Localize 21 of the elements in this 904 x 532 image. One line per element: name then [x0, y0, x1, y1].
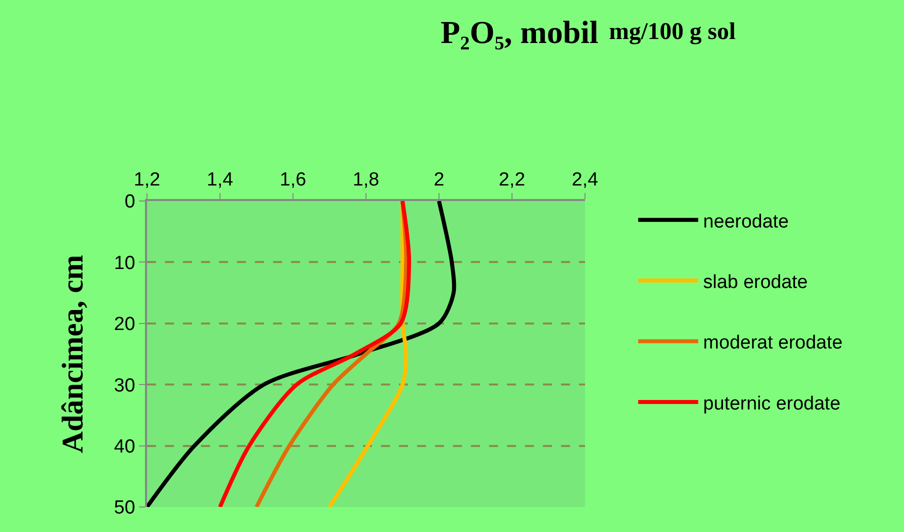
y-axis-title: Adâncimea, cm [56, 254, 90, 454]
y-tick-label: 10 [114, 252, 136, 274]
y-tick-label: 20 [114, 314, 136, 336]
y-tick-label: 0 [124, 192, 136, 213]
x-tick-label: 1,8 [352, 169, 380, 190]
text: mg/100 g sol [609, 19, 736, 45]
legend-label: puternic erodate [703, 393, 841, 414]
legend-label: neerodate [703, 211, 789, 232]
x-tick-label: 1,4 [206, 169, 234, 190]
y-tick-label: 50 [114, 498, 136, 519]
y-tick-label: 30 [114, 375, 136, 396]
x-tick-label: 1,2 [134, 169, 160, 190]
x-tick-label: 1,6 [280, 169, 306, 190]
legend-label: moderat erodate [703, 332, 843, 354]
x-tick-label: 2 [434, 169, 444, 190]
y-tick-label: 40 [114, 436, 136, 458]
line-series [218, 201, 412, 507]
chart-title: P₂O₅, mobil [440, 14, 599, 50]
legend-label: slab erodate [703, 272, 808, 293]
x-tick-label: 2,2 [498, 169, 526, 190]
x-tick-label: 2,4 [572, 169, 599, 190]
